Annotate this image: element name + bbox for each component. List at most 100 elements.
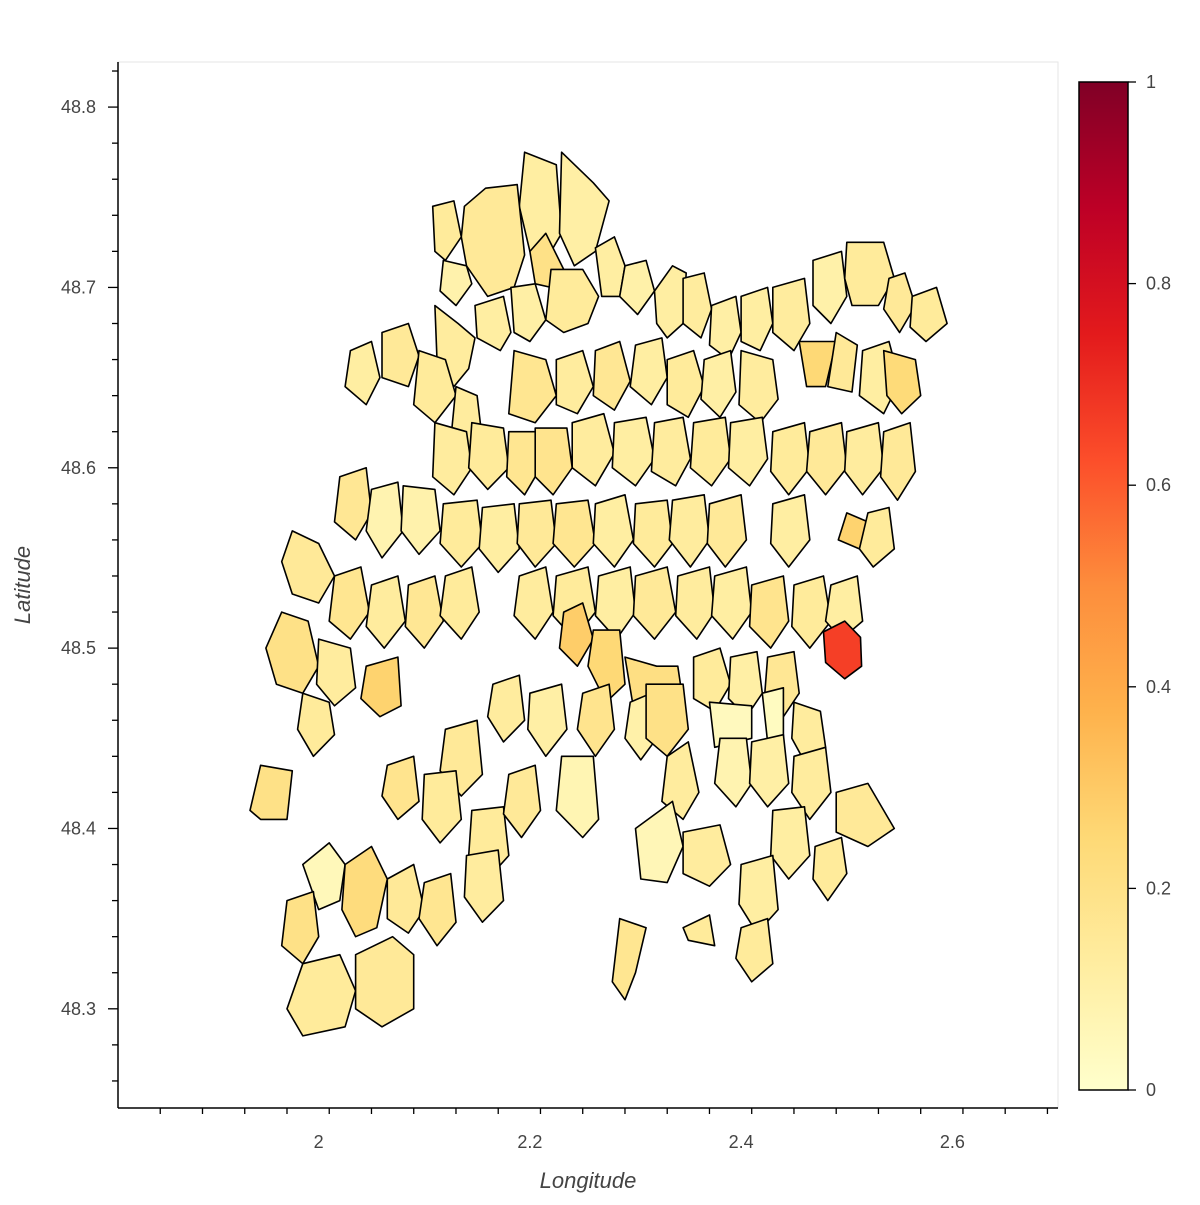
region-54: [478, 502, 521, 574]
region-45: [727, 416, 769, 487]
region-32: [738, 349, 779, 424]
region-67: [404, 575, 445, 649]
region-66: [365, 575, 407, 649]
region-42: [611, 416, 656, 487]
y-tick-label: 48.8: [61, 97, 96, 117]
region-87: [360, 656, 402, 718]
region-17: [771, 277, 811, 352]
y-tick-label: 48.5: [61, 638, 96, 658]
region-33: [798, 340, 838, 388]
region-106: [381, 755, 420, 821]
region-76: [790, 575, 832, 649]
region-88: [296, 692, 336, 758]
region-63: [858, 506, 896, 568]
region-53: [439, 499, 484, 568]
region-113: [341, 845, 389, 938]
colorbar-tick-label: 0.6: [1146, 475, 1171, 495]
region-43: [650, 416, 692, 487]
region-49: [879, 421, 917, 502]
region-14: [682, 272, 713, 339]
region-84: [822, 620, 863, 680]
x-tick-label: 2.6: [940, 1132, 965, 1152]
region-102: [790, 746, 832, 821]
region-18: [812, 250, 848, 325]
region-78: [558, 602, 595, 668]
region-69: [513, 566, 554, 640]
region-27: [555, 349, 595, 415]
region-60: [706, 493, 748, 568]
region-74: [710, 566, 753, 640]
region-104: [769, 805, 811, 880]
region-21: [909, 286, 948, 343]
region-44: [689, 416, 732, 487]
colorbar-gradient: [1078, 81, 1129, 1091]
region-118: [354, 935, 415, 1028]
y-tick-label: 48.7: [61, 277, 96, 297]
region-34: [826, 331, 859, 393]
region-97: [708, 701, 753, 749]
colorbar-tick-label: 0.2: [1146, 878, 1171, 898]
regions-layer: [249, 151, 948, 1037]
region-120: [682, 824, 732, 888]
region-123: [682, 914, 716, 947]
region-91: [526, 683, 568, 758]
region-39: [505, 430, 542, 496]
region-100: [713, 737, 753, 808]
region-29: [629, 337, 669, 406]
region-73: [674, 566, 716, 640]
region-31: [700, 349, 737, 419]
region-95: [645, 683, 690, 758]
region-109: [502, 764, 542, 839]
region-41: [571, 412, 616, 487]
region-24: [412, 349, 457, 424]
region-79: [587, 629, 626, 704]
region-20: [882, 272, 917, 334]
region-61: [769, 493, 811, 568]
region-75: [748, 575, 790, 649]
region-28: [592, 340, 632, 411]
region-52: [400, 484, 441, 556]
region-23: [381, 322, 420, 388]
colorbar-tick-label: 0.4: [1146, 677, 1171, 697]
region-38: [467, 421, 510, 491]
region-81: [692, 647, 732, 713]
region-56: [552, 499, 597, 568]
region-50: [333, 466, 373, 541]
region-22: [344, 340, 381, 406]
region-40: [534, 427, 574, 496]
region-119: [634, 800, 684, 884]
region-86: [315, 638, 357, 707]
region-8: [474, 295, 512, 352]
region-105: [812, 836, 848, 902]
region-26: [507, 349, 558, 424]
axes-layer: 2 2.2 2.4 2.6 48.3 48.4 48.5 48.6 48.7 48.8: [61, 62, 1058, 1152]
y-tick-label: 48.4: [61, 818, 96, 838]
x-axis-title: Longitude: [540, 1168, 637, 1193]
region-55: [516, 499, 558, 568]
region-51: [365, 481, 405, 559]
region-114: [386, 863, 426, 934]
x-tick-label: 2: [314, 1132, 324, 1152]
region-116: [280, 890, 320, 965]
colorbar-tick-label: 0.8: [1146, 274, 1171, 294]
region-36: [882, 349, 922, 415]
region-89: [486, 674, 526, 743]
region-15: [708, 295, 742, 361]
region-48: [843, 421, 885, 496]
y-tick-label: 48.6: [61, 458, 96, 478]
region-10: [544, 268, 600, 334]
region-82: [727, 650, 764, 718]
region-5: [431, 200, 463, 262]
y-tick-label: 48.3: [61, 999, 96, 1019]
region-30: [666, 349, 706, 419]
region-65: [328, 566, 371, 640]
region-103: [835, 782, 896, 848]
x-tick-label: 2.2: [517, 1132, 542, 1152]
region-68: [439, 566, 481, 640]
region-19: [843, 241, 896, 307]
region-12: [618, 259, 656, 316]
region-37: [431, 421, 473, 496]
colorbar-ticks: 0 0.2 0.4 0.6 0.8 1: [1128, 72, 1171, 1100]
